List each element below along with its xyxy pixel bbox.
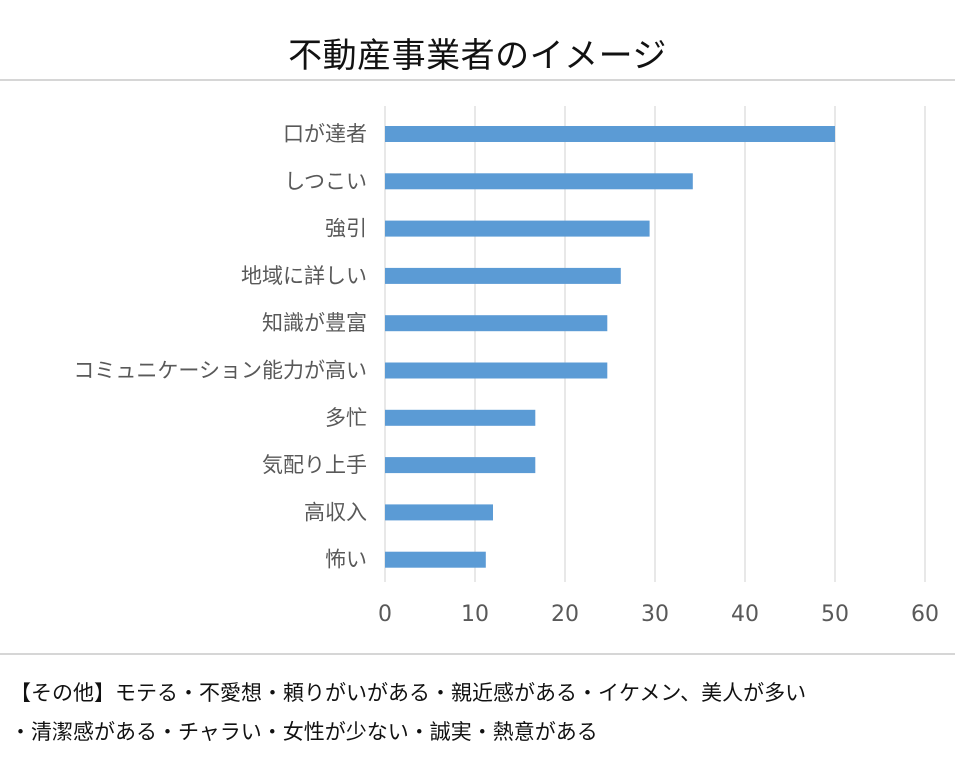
bar bbox=[385, 173, 693, 190]
category-label: 強引 bbox=[325, 217, 367, 241]
x-tick-label: 60 bbox=[911, 602, 939, 627]
bar bbox=[385, 362, 608, 379]
category-label: しつこい bbox=[284, 169, 367, 193]
bar bbox=[385, 551, 486, 568]
category-label: 口が達者 bbox=[283, 122, 367, 146]
category-label: コミュニケーション能力が高い bbox=[73, 359, 367, 383]
title-divider bbox=[0, 79, 955, 81]
x-tick-label: 40 bbox=[731, 602, 759, 627]
category-label: 多忙 bbox=[325, 406, 367, 430]
x-tick-label: 10 bbox=[461, 602, 489, 627]
category-label: 高収入 bbox=[304, 500, 367, 524]
other-responses-note: 【その他】モテる・不愛想・頼りがいがある・親近感がある・イケメン、美人が多い ・… bbox=[10, 674, 955, 752]
category-labels: 口が達者しつこい強引地域に詳しい知識が豊富コミュニケーション能力が高い多忙気配り… bbox=[73, 122, 367, 572]
category-label: 知識が豊富 bbox=[262, 311, 367, 335]
note-line-2: ・清潔感がある・チャラい・女性が少ない・誠実・熱意がある bbox=[10, 720, 598, 744]
bar bbox=[385, 315, 608, 332]
x-tick-label: 50 bbox=[821, 602, 849, 627]
bar bbox=[385, 409, 536, 426]
bar bbox=[385, 267, 621, 284]
chart-divider bbox=[0, 653, 955, 655]
bar bbox=[385, 220, 650, 237]
category-label: 怖い bbox=[325, 548, 367, 572]
bar-chart: 口が達者しつこい強引地域に詳しい知識が豊富コミュニケーション能力が高い多忙気配り… bbox=[73, 106, 939, 627]
bar bbox=[385, 457, 536, 474]
x-tick-label: 0 bbox=[378, 602, 392, 627]
chart-title: 不動産事業者のイメージ bbox=[288, 36, 667, 76]
bar bbox=[385, 504, 493, 521]
x-tick-labels: 0 10 20 30 40 50 60 bbox=[378, 602, 939, 627]
bar bbox=[385, 126, 835, 142]
category-label: 気配り上手 bbox=[262, 453, 367, 477]
x-tick-label: 20 bbox=[551, 602, 579, 627]
x-tick-label: 30 bbox=[641, 602, 669, 627]
bars bbox=[385, 126, 835, 568]
category-label: 地域に詳しい bbox=[241, 264, 367, 288]
note-line-1: 【その他】モテる・不愛想・頼りがいがある・親近感がある・イケメン、美人が多い bbox=[10, 681, 807, 705]
